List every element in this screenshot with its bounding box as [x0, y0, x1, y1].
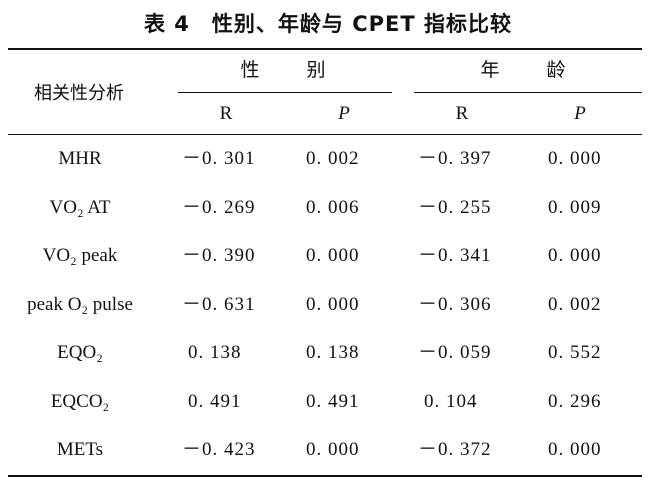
age-p-value: 0. 000	[548, 148, 602, 169]
table-title: 表 4 性别、年龄与 CPET 指标比较	[143, 12, 513, 36]
gender-p-value: 0. 000	[306, 439, 360, 460]
gender-p-value: 0. 002	[306, 148, 360, 169]
gender-r-value: 0. 491	[188, 391, 242, 412]
metric-label: METs	[56, 439, 104, 460]
age-p-value: 0. 002	[548, 294, 602, 315]
subheader-r-age: R	[455, 103, 469, 124]
bottom-rule	[8, 475, 642, 477]
metric-label: VO₂ AT	[49, 197, 111, 218]
gender-r-value: －0. 631	[182, 294, 256, 315]
header-rule	[8, 134, 642, 135]
gender-p-value: 0. 000	[306, 245, 360, 266]
age-r-value: －0. 397	[418, 148, 492, 169]
age-p-value: 0. 552	[548, 342, 602, 363]
age-r-value: 0. 104	[424, 391, 478, 412]
metric-label: MHR	[58, 148, 102, 169]
age-r-value: －0. 306	[418, 294, 492, 315]
age-p-value: 0. 000	[548, 439, 602, 460]
age-r-value: －0. 255	[418, 197, 492, 218]
subheader-p-gender: P	[338, 103, 350, 124]
gender-p-value: 0. 491	[306, 391, 360, 412]
gender-r-value: －0. 390	[182, 245, 256, 266]
metric-label: peak O₂ pulse	[27, 294, 133, 315]
group-rule-gender	[178, 92, 392, 93]
gender-r-value: －0. 423	[182, 439, 256, 460]
age-r-value: －0. 059	[418, 342, 492, 363]
gender-r-value: －0. 269	[182, 197, 256, 218]
gender-r-value: －0. 301	[182, 148, 256, 169]
metric-label: EQO₂	[57, 342, 103, 363]
gender-r-value: 0. 138	[188, 342, 242, 363]
age-p-value: 0. 296	[548, 391, 602, 412]
age-p-value: 0. 000	[548, 245, 602, 266]
subheader-r-gender: R	[219, 103, 233, 124]
top-rule	[8, 48, 642, 50]
group-header-gender: 性 别	[240, 59, 340, 81]
age-r-value: －0. 341	[418, 245, 492, 266]
group-rule-age	[414, 92, 642, 93]
metric-label: EQCO₂	[50, 391, 110, 412]
group-header-age: 年 龄	[480, 59, 580, 81]
gender-p-value: 0. 006	[306, 197, 360, 218]
metric-label: VO₂ peak	[42, 245, 118, 266]
subheader-p-age: P	[574, 103, 586, 124]
corner-label: 相关性分析	[34, 83, 124, 104]
age-r-value: －0. 372	[418, 439, 492, 460]
age-p-value: 0. 009	[548, 197, 602, 218]
gender-p-value: 0. 138	[306, 342, 360, 363]
gender-p-value: 0. 000	[306, 294, 360, 315]
